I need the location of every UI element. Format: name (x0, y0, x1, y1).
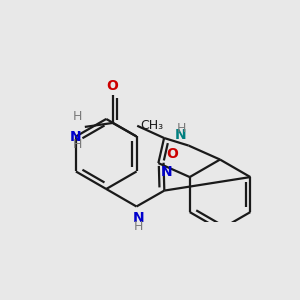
Text: N: N (175, 128, 186, 142)
Text: N: N (70, 130, 82, 144)
Text: H: H (72, 110, 82, 123)
Text: H: H (177, 122, 186, 135)
Text: CH₃: CH₃ (140, 119, 164, 132)
Text: O: O (107, 79, 118, 93)
Text: O: O (167, 147, 178, 161)
Text: N: N (132, 211, 144, 225)
Text: H: H (72, 138, 82, 151)
Text: N: N (161, 165, 172, 179)
Text: H: H (134, 220, 143, 233)
